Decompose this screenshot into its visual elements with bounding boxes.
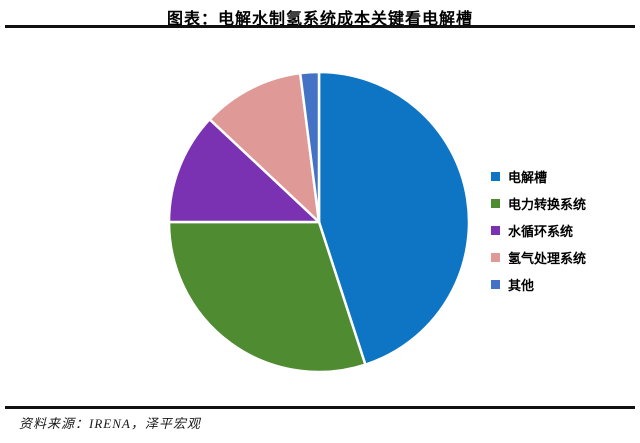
legend-swatch-icon <box>491 280 500 289</box>
top-divider-line <box>5 25 635 28</box>
legend-item-1: 电力转换系统 <box>491 190 586 217</box>
legend-item-0: 电解槽 <box>491 163 586 190</box>
chart-legend: 电解槽电力转换系统 水循环系统氢气处理系统 其他 <box>491 163 586 298</box>
legend-swatch-icon <box>491 199 500 208</box>
chart-title: 图表：电解水制氢系统成本关键看电解槽 <box>166 11 473 28</box>
pie-slice-3 <box>208 71 321 224</box>
legend-label: 水循环系统 <box>508 224 574 239</box>
bottom-divider-line <box>5 406 635 409</box>
pie-slice-1 <box>167 220 367 374</box>
legend-label: 氢气处理系统 <box>508 251 587 266</box>
source-note: 资料来源：IRENA，泽平宏观 <box>19 416 201 431</box>
legend-swatch-icon <box>491 253 500 262</box>
legend-swatch-icon <box>491 172 500 181</box>
legend-label: 电解槽 <box>508 170 548 185</box>
legend-label: 电力转换系统 <box>508 197 587 212</box>
legend-item-3: 氢气处理系统 <box>491 244 586 271</box>
legend-item-2: 水循环系统 <box>491 217 586 244</box>
legend-label: 其他 <box>508 278 535 293</box>
legend-item-4: 其他 <box>491 271 586 298</box>
legend-swatch-icon <box>491 226 500 235</box>
pie-slice-2 <box>167 118 321 224</box>
pie-chart <box>167 70 471 374</box>
pie-slice-4 <box>298 70 321 224</box>
pie-slice-0 <box>317 70 471 366</box>
